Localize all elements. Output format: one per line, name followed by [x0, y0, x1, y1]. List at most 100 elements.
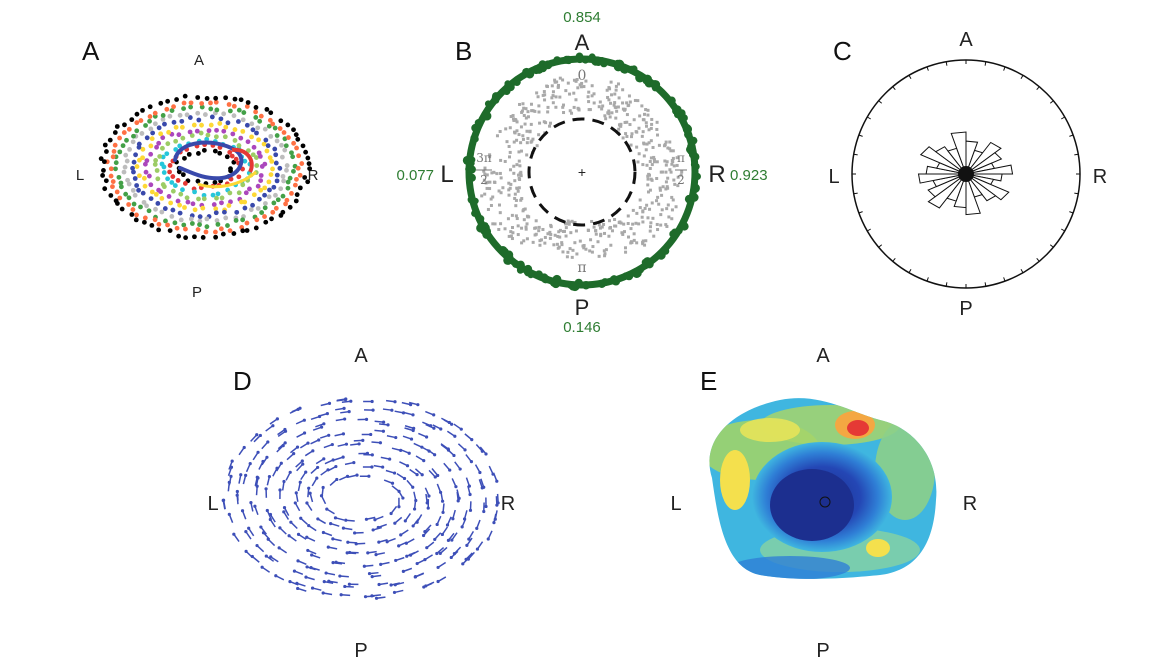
vector-arrowhead	[242, 445, 246, 450]
vector-arrowhead	[475, 526, 479, 530]
trajectory-point	[164, 106, 170, 112]
vector-arrowhead	[306, 548, 310, 553]
phase-point	[572, 78, 576, 82]
phase-point	[510, 237, 514, 241]
trajectory-point	[267, 155, 273, 161]
trajectory-point	[200, 205, 206, 211]
phase-point	[516, 224, 520, 228]
tick-mark	[984, 282, 987, 287]
panel-b: B 0.854 A 0.077 L R 0.923 P 0.146 0 π π …	[396, 9, 767, 336]
green-ring-point	[690, 160, 699, 169]
phase-point	[656, 133, 660, 137]
vector-arrowhead	[469, 460, 474, 464]
vector-arrowhead	[374, 596, 379, 600]
vector-arrowhead	[461, 562, 465, 566]
trajectory-point	[123, 191, 129, 197]
green-ring-point	[484, 100, 492, 108]
vector-arrowhead	[394, 435, 398, 440]
vector-arrowhead	[367, 474, 371, 478]
vector-arrowhead	[397, 544, 401, 548]
phase-point	[553, 78, 557, 82]
trajectory-point	[186, 151, 192, 157]
phase-point	[512, 164, 516, 168]
phase-point	[491, 195, 495, 199]
trajectory-point	[163, 218, 168, 224]
tick-mark	[945, 282, 948, 287]
green-ring-point	[525, 69, 535, 79]
trajectory-point	[134, 183, 140, 188]
vector-arrowhead	[370, 574, 374, 579]
trajectory-point	[130, 207, 136, 212]
panel-a: A A L R P	[76, 36, 319, 301]
vector-arrowhead	[316, 517, 320, 521]
vector-arrowhead	[496, 501, 500, 505]
trajectory-point	[238, 135, 244, 141]
vector-arrowhead	[292, 569, 297, 573]
green-ring-point	[503, 255, 513, 265]
phase-point	[492, 170, 496, 174]
phase-point	[538, 239, 542, 243]
vector-arrowhead	[274, 574, 278, 578]
phase-point	[610, 93, 614, 97]
panel-b-dir-left: L	[440, 161, 453, 188]
vector-arrowhead	[292, 452, 296, 456]
phase-point	[592, 101, 596, 105]
phase-point	[621, 107, 625, 111]
trajectory-point	[231, 103, 237, 109]
trajectory-point	[117, 149, 123, 155]
trajectory-point	[213, 229, 218, 235]
phase-point	[590, 250, 594, 254]
trajectory-point	[230, 131, 236, 137]
phase-point	[568, 109, 572, 113]
trajectory-point	[302, 175, 308, 180]
phase-point	[524, 116, 528, 120]
phase-point	[630, 135, 634, 139]
vector-arrowhead	[415, 473, 419, 477]
phase-point	[644, 148, 648, 152]
phase-point	[664, 180, 668, 184]
vector-arrowhead	[448, 468, 452, 472]
phase-point	[522, 106, 526, 110]
trajectory-point	[227, 228, 233, 234]
trajectory-point	[118, 184, 124, 190]
trajectory-point	[253, 225, 259, 231]
trajectory-point	[172, 183, 178, 188]
trajectory-point	[155, 201, 161, 206]
phase-point	[537, 104, 541, 108]
trajectory-point	[272, 125, 278, 131]
vector-arrowhead	[326, 545, 330, 549]
phase-point	[564, 222, 568, 226]
trajectory-point	[213, 206, 219, 212]
vector-arrowhead	[248, 462, 252, 466]
panel-c: C A L R P	[828, 29, 1107, 320]
phase-point	[600, 107, 604, 111]
phase-point	[507, 155, 511, 159]
phase-point	[510, 213, 514, 217]
phase-point	[551, 94, 555, 98]
trajectory-point	[295, 165, 301, 171]
phase-point	[618, 220, 622, 224]
vector-arrowhead	[432, 413, 436, 417]
trajectory-point	[131, 133, 136, 139]
phase-point	[635, 211, 639, 215]
phase-point	[632, 238, 636, 242]
phase-point	[609, 101, 613, 105]
vector-arrowhead	[295, 445, 300, 449]
trajectory-point	[131, 201, 137, 207]
panel-b-letter: B	[455, 36, 472, 66]
vector-arrowhead	[239, 473, 243, 477]
vector-arrowhead	[378, 441, 383, 445]
tick-mark	[1003, 66, 1006, 71]
phase-point	[518, 102, 522, 106]
trajectory-point	[187, 129, 193, 135]
phase-point	[655, 120, 659, 124]
phase-point	[535, 144, 539, 148]
trajectory-point	[174, 225, 180, 231]
panel-a-letter: A	[82, 36, 100, 66]
green-ring-point	[491, 92, 501, 101]
phase-point	[561, 105, 565, 109]
trajectory-point	[169, 108, 175, 113]
phase-point	[641, 118, 645, 122]
phase-point	[529, 122, 533, 126]
phase-point	[555, 80, 559, 84]
